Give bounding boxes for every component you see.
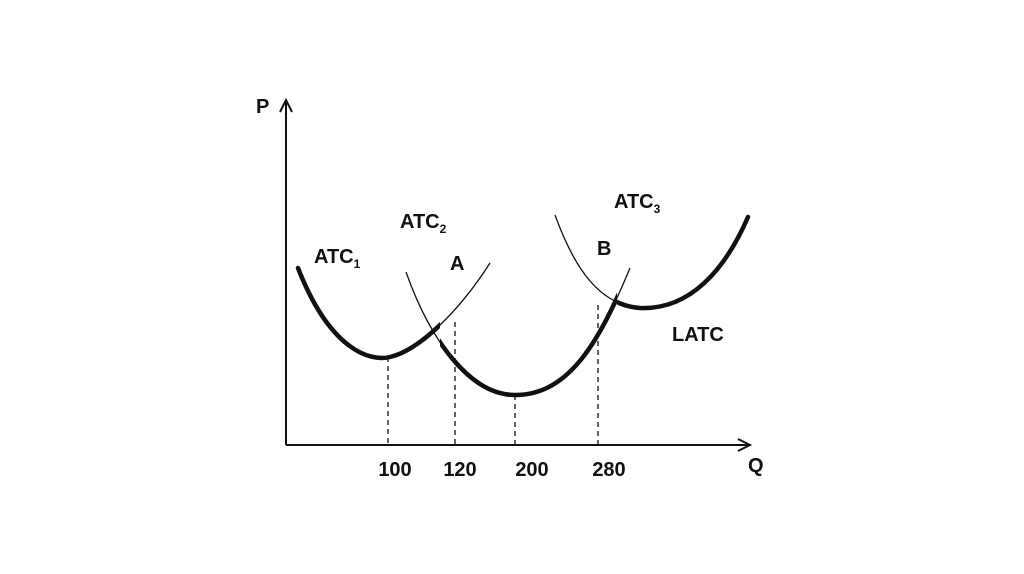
label: ATC: [400, 211, 440, 233]
y-axis: [279, 97, 293, 445]
subscript: 1: [354, 257, 361, 271]
curve-label: ATC3: [614, 191, 661, 216]
latc-curve: [617, 214, 751, 311]
subscript: 3: [654, 202, 661, 216]
label: ATC: [614, 191, 654, 213]
x-label: 100: [378, 459, 411, 481]
curve-label: LATC: [672, 324, 724, 346]
atc3-curve: [554, 214, 749, 309]
subscript: 2: [440, 222, 447, 236]
latc-curve: [295, 265, 440, 361]
x-axis-label: Q: [748, 455, 764, 477]
atc1-curve: [297, 262, 491, 359]
x-label: 280: [592, 459, 625, 481]
y-axis-label: P: [256, 96, 269, 118]
label: ATC: [314, 246, 354, 268]
curve-label: ATC2: [400, 211, 447, 236]
point-label: B: [597, 238, 611, 260]
point-label: A: [450, 253, 464, 275]
x-label: 200: [515, 459, 548, 481]
x-label: 120: [443, 459, 476, 481]
x-axis: [286, 438, 753, 452]
curve-label: ATC1: [314, 246, 361, 271]
